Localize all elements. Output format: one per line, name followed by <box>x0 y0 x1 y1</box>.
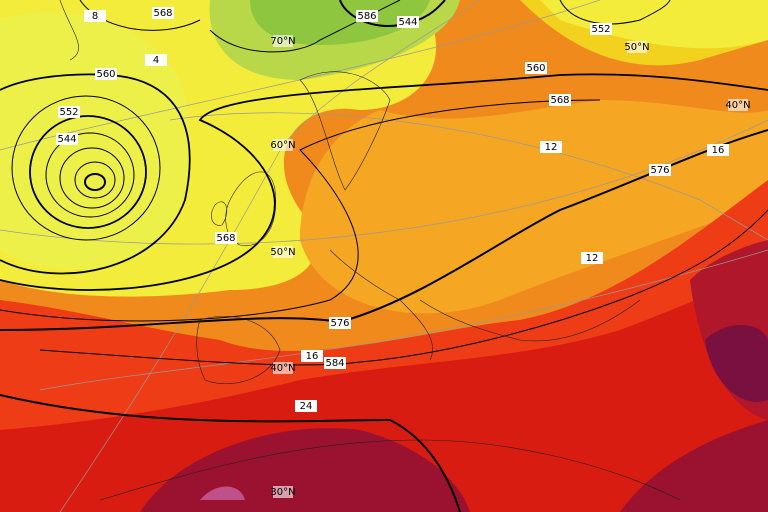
label-background <box>273 486 293 498</box>
label-background <box>215 232 237 244</box>
contour-label: 12 <box>586 253 599 264</box>
contour-label: 12 <box>545 142 558 153</box>
label-background <box>581 252 603 264</box>
contour-label: 16 <box>306 351 319 362</box>
label-background <box>728 99 748 111</box>
contour-label: 544 <box>57 134 76 145</box>
contour-label: 16 <box>712 145 725 156</box>
label-background <box>590 23 612 35</box>
contour-label: 560 <box>526 63 545 74</box>
label-background <box>540 141 562 153</box>
contour-label: 568 <box>153 8 172 19</box>
label-background <box>356 10 378 22</box>
label-background <box>145 54 167 66</box>
latitude-label: 40°N <box>270 363 295 374</box>
contour-label: 24 <box>300 401 313 412</box>
contour-label: 544 <box>398 17 417 28</box>
latitude-label: 30°N <box>270 487 295 498</box>
contour-label: 568 <box>550 95 569 106</box>
label-background <box>95 68 117 80</box>
label-background <box>649 164 671 176</box>
contour-label: 8 <box>92 11 98 22</box>
label-background <box>525 62 547 74</box>
contour-label: 552 <box>591 24 610 35</box>
latitude-label: 60°N <box>270 140 295 151</box>
label-background <box>549 94 571 106</box>
label-background <box>84 10 106 22</box>
contour-label: 568 <box>216 233 235 244</box>
latitude-label: 70°N <box>270 36 295 47</box>
label-background <box>707 144 729 156</box>
latitude-label: 40°N <box>725 100 750 111</box>
contour-label: 586 <box>357 11 376 22</box>
contour-label: 576 <box>330 318 349 329</box>
label-background <box>329 317 351 329</box>
contour-label: 4 <box>153 55 159 66</box>
label-background <box>273 35 293 47</box>
contour-label: 552 <box>59 107 78 118</box>
contour-label: 576 <box>650 165 669 176</box>
contour-label: 560 <box>96 69 115 80</box>
latitude-label: 50°N <box>624 42 649 53</box>
label-background <box>152 7 174 19</box>
label-background <box>273 362 293 374</box>
label-background <box>324 357 346 369</box>
label-background <box>56 133 78 145</box>
latitude-label: 50°N <box>270 247 295 258</box>
contour-label: 584 <box>325 358 344 369</box>
label-background <box>301 350 323 362</box>
label-background <box>627 41 647 53</box>
label-background <box>273 139 293 151</box>
label-background <box>273 246 293 258</box>
label-background <box>295 400 317 412</box>
label-background <box>58 106 80 118</box>
labels: 8 568 586 544 552 4 560 560 568 552 544 12 576 16 568 1… <box>56 7 751 498</box>
label-background <box>397 16 419 28</box>
